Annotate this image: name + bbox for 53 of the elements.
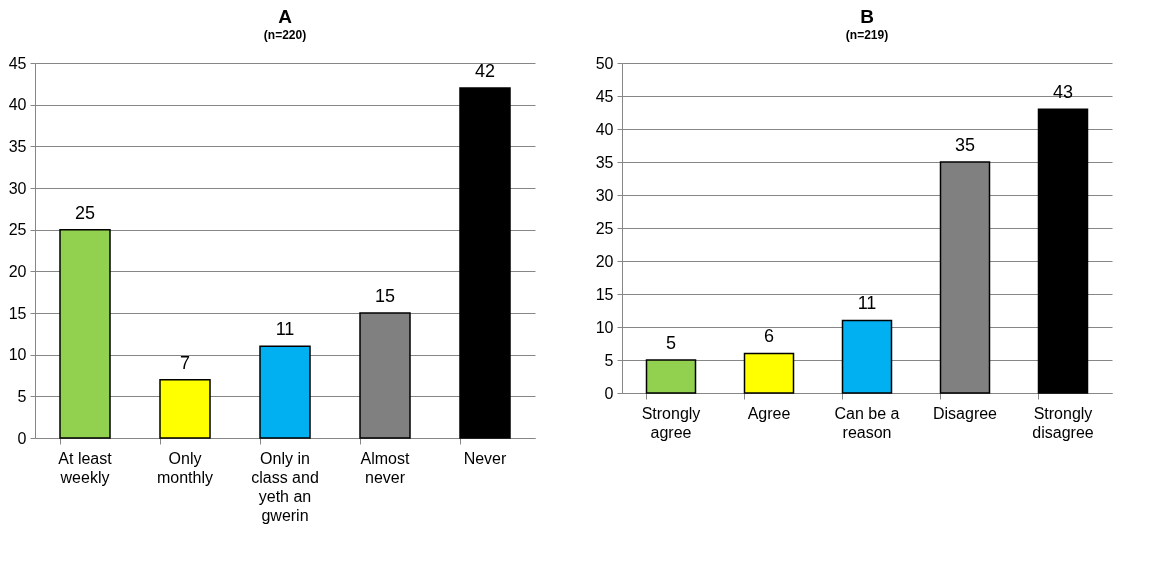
x-tick-label: Disagree: [932, 404, 998, 422]
y-tick-label: 0: [17, 429, 27, 447]
y-tick-label: 0: [604, 384, 614, 402]
y-tick-label: 10: [8, 346, 27, 364]
bar: [159, 378, 211, 439]
bar: [743, 352, 795, 394]
y-tick-label: 25: [595, 219, 614, 237]
data-label: 42: [474, 61, 496, 81]
x-tick-label: Strongly agree: [641, 404, 701, 441]
x-tick-label: Strongly disagree: [1032, 404, 1094, 441]
y-tick-label: 30: [8, 179, 27, 197]
chart-title: B: [860, 6, 874, 27]
data-label: 11: [275, 319, 295, 340]
y-tick-label: 50: [595, 54, 614, 72]
y-tick-label: 45: [595, 87, 614, 105]
data-label: 7: [179, 352, 191, 373]
bar: [59, 228, 111, 439]
bar: [841, 319, 893, 394]
data-label: 35: [954, 135, 976, 155]
bar: [645, 359, 697, 394]
y-tick-label: 5: [17, 387, 27, 405]
y-tick-label: 30: [595, 186, 614, 204]
bar: [259, 345, 311, 439]
y-tick-label: 10: [595, 318, 614, 336]
x-tick-label: At least weekly: [58, 449, 113, 486]
data-label: 25: [74, 202, 96, 223]
data-label: 15: [374, 286, 396, 306]
data-label: 5: [665, 333, 677, 353]
x-tick-label: Agree: [747, 404, 791, 422]
y-tick-label: 15: [595, 285, 614, 303]
y-tick-label: 35: [595, 153, 614, 171]
x-tick-label: Only in class and yeth an gwerin: [251, 449, 319, 524]
x-tick-label: Only monthly: [156, 449, 214, 486]
y-tick-label: 40: [8, 96, 27, 114]
data-label: 6: [763, 326, 775, 347]
y-tick-label: 20: [8, 262, 27, 280]
y-tick-label: 15: [8, 304, 27, 322]
chart-title: A: [278, 6, 293, 27]
bar: [459, 87, 511, 439]
x-tick-label: Almost never: [360, 449, 410, 486]
bar: [1037, 108, 1089, 394]
data-label: 11: [857, 293, 877, 314]
y-tick-label: 40: [595, 120, 614, 138]
y-tick-label: 25: [8, 221, 27, 239]
data-label: 43: [1052, 82, 1074, 103]
y-tick-label: 5: [604, 351, 614, 369]
x-tick-label: Can be a reason: [834, 404, 900, 441]
y-tick-label: 20: [595, 252, 614, 270]
y-tick-label: 45: [8, 54, 27, 72]
y-tick-label: 35: [8, 137, 27, 155]
chart-subtitle: (n=219): [845, 28, 889, 42]
x-tick-label: Never: [463, 449, 508, 467]
chart-subtitle: (n=220): [263, 28, 307, 42]
